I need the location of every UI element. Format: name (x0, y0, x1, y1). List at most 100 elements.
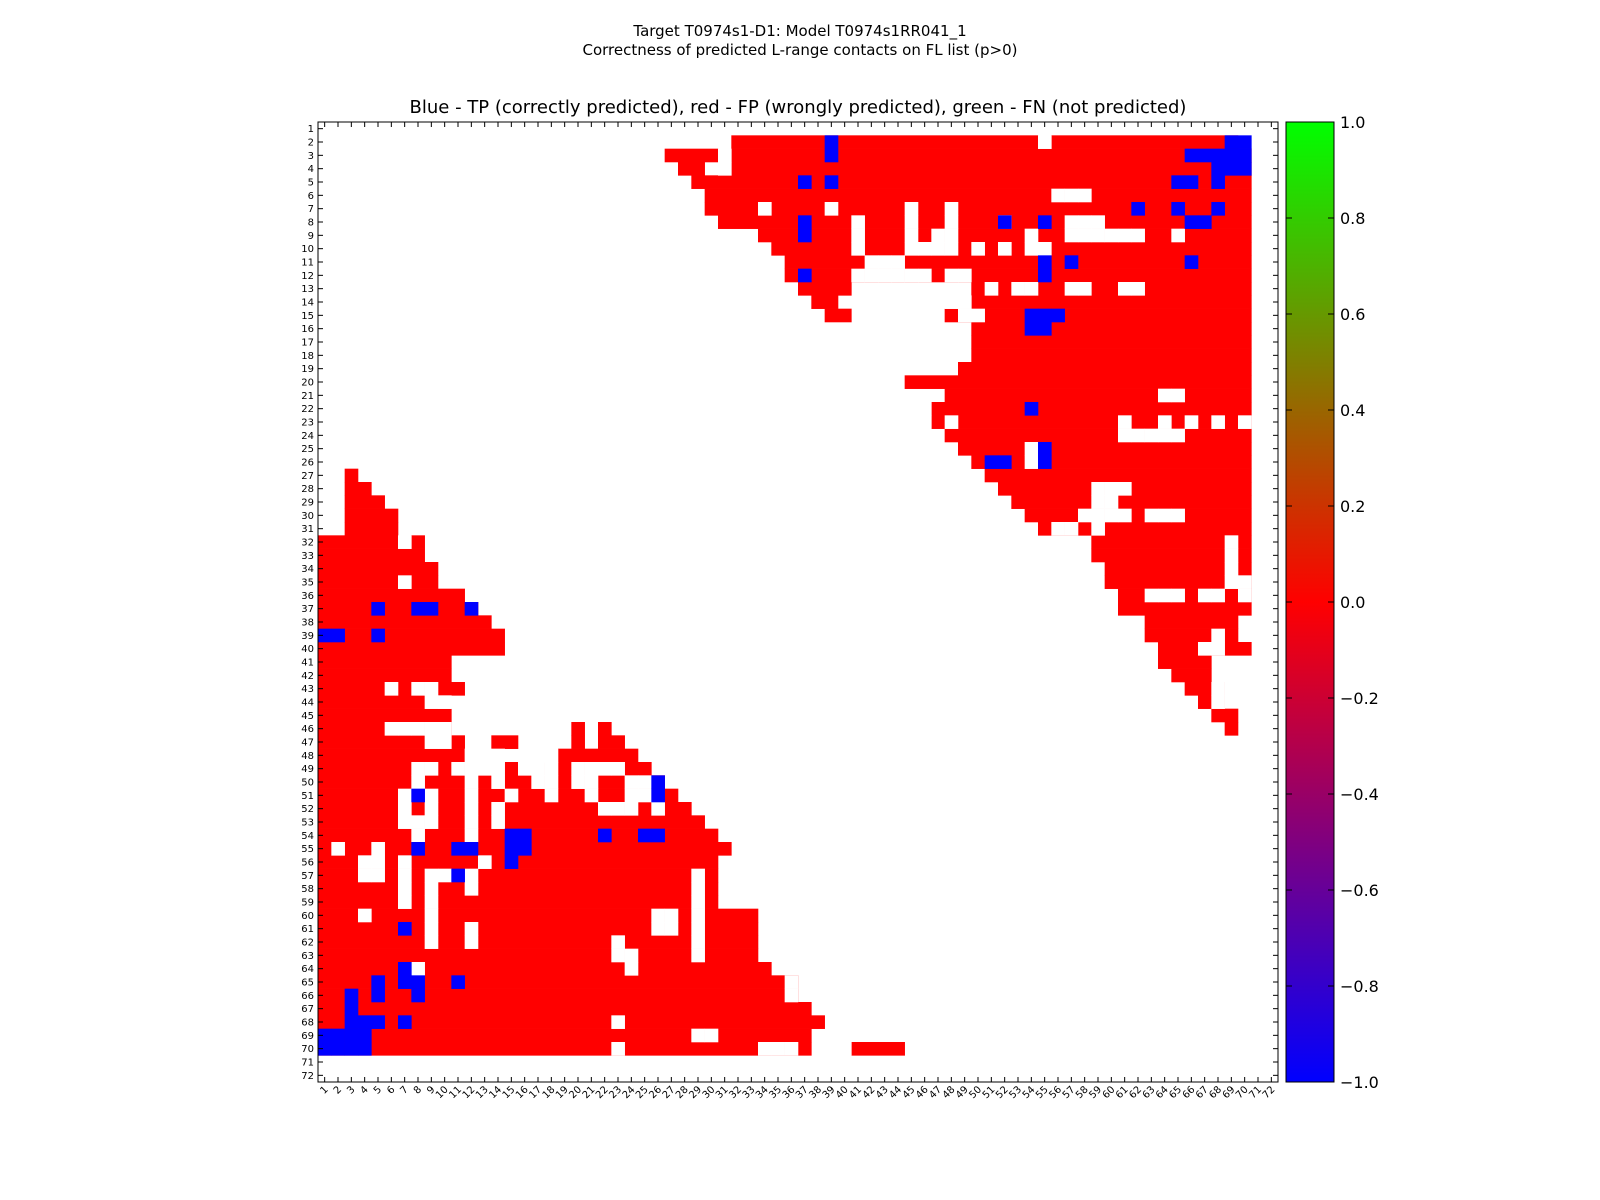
tp-cell (318, 628, 332, 643)
tp-cell (1038, 268, 1052, 283)
empty-cell (838, 1042, 852, 1056)
fp-cell (344, 495, 385, 509)
tp-cell (344, 1015, 359, 1029)
empty-cell (904, 202, 919, 216)
x-axis-tick-labels: 1 2 3 4 5 6 7 8 91011121314151617181920212223242… (319, 1084, 1278, 1101)
tp-cell (1184, 148, 1252, 163)
empty-cell (944, 242, 959, 256)
empty-cell (1238, 575, 1252, 589)
tp-cell (464, 842, 479, 856)
fp-cell (971, 455, 1252, 469)
tp-cell (371, 602, 385, 616)
y-tick-label: 9 (308, 231, 314, 242)
tp-cell (1038, 308, 1052, 323)
empty-cell (851, 242, 865, 256)
fp-cell (704, 188, 1252, 203)
fp-cell (318, 975, 799, 989)
empty-cell (398, 535, 412, 549)
empty-cell (651, 922, 665, 936)
y-tick-label: 66 (301, 991, 314, 1002)
empty-cell (464, 815, 479, 829)
empty-cell (1091, 508, 1105, 523)
empty-cell (651, 908, 665, 923)
y-tick-label: 51 (301, 791, 314, 802)
empty-cell (1198, 642, 1212, 656)
empty-cell (478, 762, 492, 776)
y-tick-label: 47 (301, 738, 314, 749)
fp-cell (318, 708, 452, 723)
empty-cell (358, 908, 372, 923)
empty-cell (878, 255, 892, 269)
empty-cell (451, 762, 465, 776)
empty-cell (438, 735, 452, 749)
empty-cell (424, 682, 439, 696)
empty-cell (584, 762, 599, 776)
tp-cell (1211, 162, 1252, 176)
tp-cell (651, 788, 665, 803)
fp-cell (491, 735, 519, 749)
empty-cell (598, 762, 612, 776)
empty-cell (691, 895, 705, 909)
empty-cell (718, 148, 732, 163)
empty-cell (864, 268, 879, 283)
tp-cell (358, 1028, 372, 1043)
fp-cell (318, 548, 425, 563)
fp-cell (904, 375, 1252, 389)
fp-cell (318, 962, 772, 976)
empty-cell (758, 202, 772, 216)
tp-cell (344, 988, 359, 1003)
empty-cell (1144, 428, 1159, 443)
y-tick-label: 68 (301, 1018, 314, 1029)
y-tick-label: 11 (301, 258, 314, 269)
y-tick-label: 54 (301, 831, 314, 842)
empty-cell (464, 922, 479, 936)
empty-cell (704, 1028, 719, 1043)
empty-cell (384, 722, 399, 736)
empty-cell (878, 268, 892, 283)
empty-cell (544, 762, 559, 776)
empty-cell (358, 855, 372, 869)
y-tick-label: 45 (301, 711, 314, 722)
empty-cell (398, 868, 412, 883)
empty-cell (464, 935, 479, 949)
empty-cell (958, 268, 972, 283)
tp-cell (344, 1042, 359, 1056)
empty-cell (331, 842, 345, 856)
y-tick-label: 8 (308, 218, 314, 229)
y-tick-label: 55 (301, 844, 314, 855)
x-tick-label: 5 (372, 1084, 384, 1096)
axis-ticks (318, 122, 1278, 1082)
empty-cell (1091, 522, 1105, 536)
empty-cell (944, 295, 959, 309)
empty-cell (1224, 535, 1239, 549)
tp-cell (344, 1002, 359, 1016)
colorbar-tick-label: −0.8 (1340, 977, 1379, 996)
empty-cell (1091, 215, 1105, 229)
empty-cell (424, 815, 439, 829)
empty-cell (1038, 242, 1052, 256)
tp-cell (824, 135, 839, 149)
empty-cell (931, 242, 945, 256)
empty-cell (691, 882, 705, 896)
colorbar-tick-label: 1.0 (1340, 113, 1365, 132)
empty-cell (611, 802, 625, 816)
fp-cell (318, 575, 399, 589)
fp-cell (1158, 655, 1212, 669)
tp-cell (451, 842, 465, 856)
empty-cell (691, 922, 705, 936)
empty-cell (438, 722, 452, 736)
fp-cell (1091, 535, 1252, 549)
y-tick-label: 26 (301, 458, 314, 469)
empty-cell (584, 788, 599, 803)
empty-cell (864, 255, 879, 269)
empty-cell (624, 948, 639, 963)
empty-cell (904, 242, 919, 256)
empty-cell (1238, 588, 1252, 603)
empty-cell (491, 748, 505, 763)
empty-cell (1171, 388, 1185, 403)
tp-cell (371, 988, 385, 1003)
empty-cell (411, 682, 425, 696)
y-tick-label: 13 (301, 284, 314, 295)
empty-cell (918, 402, 932, 416)
fp-cell (318, 695, 439, 709)
